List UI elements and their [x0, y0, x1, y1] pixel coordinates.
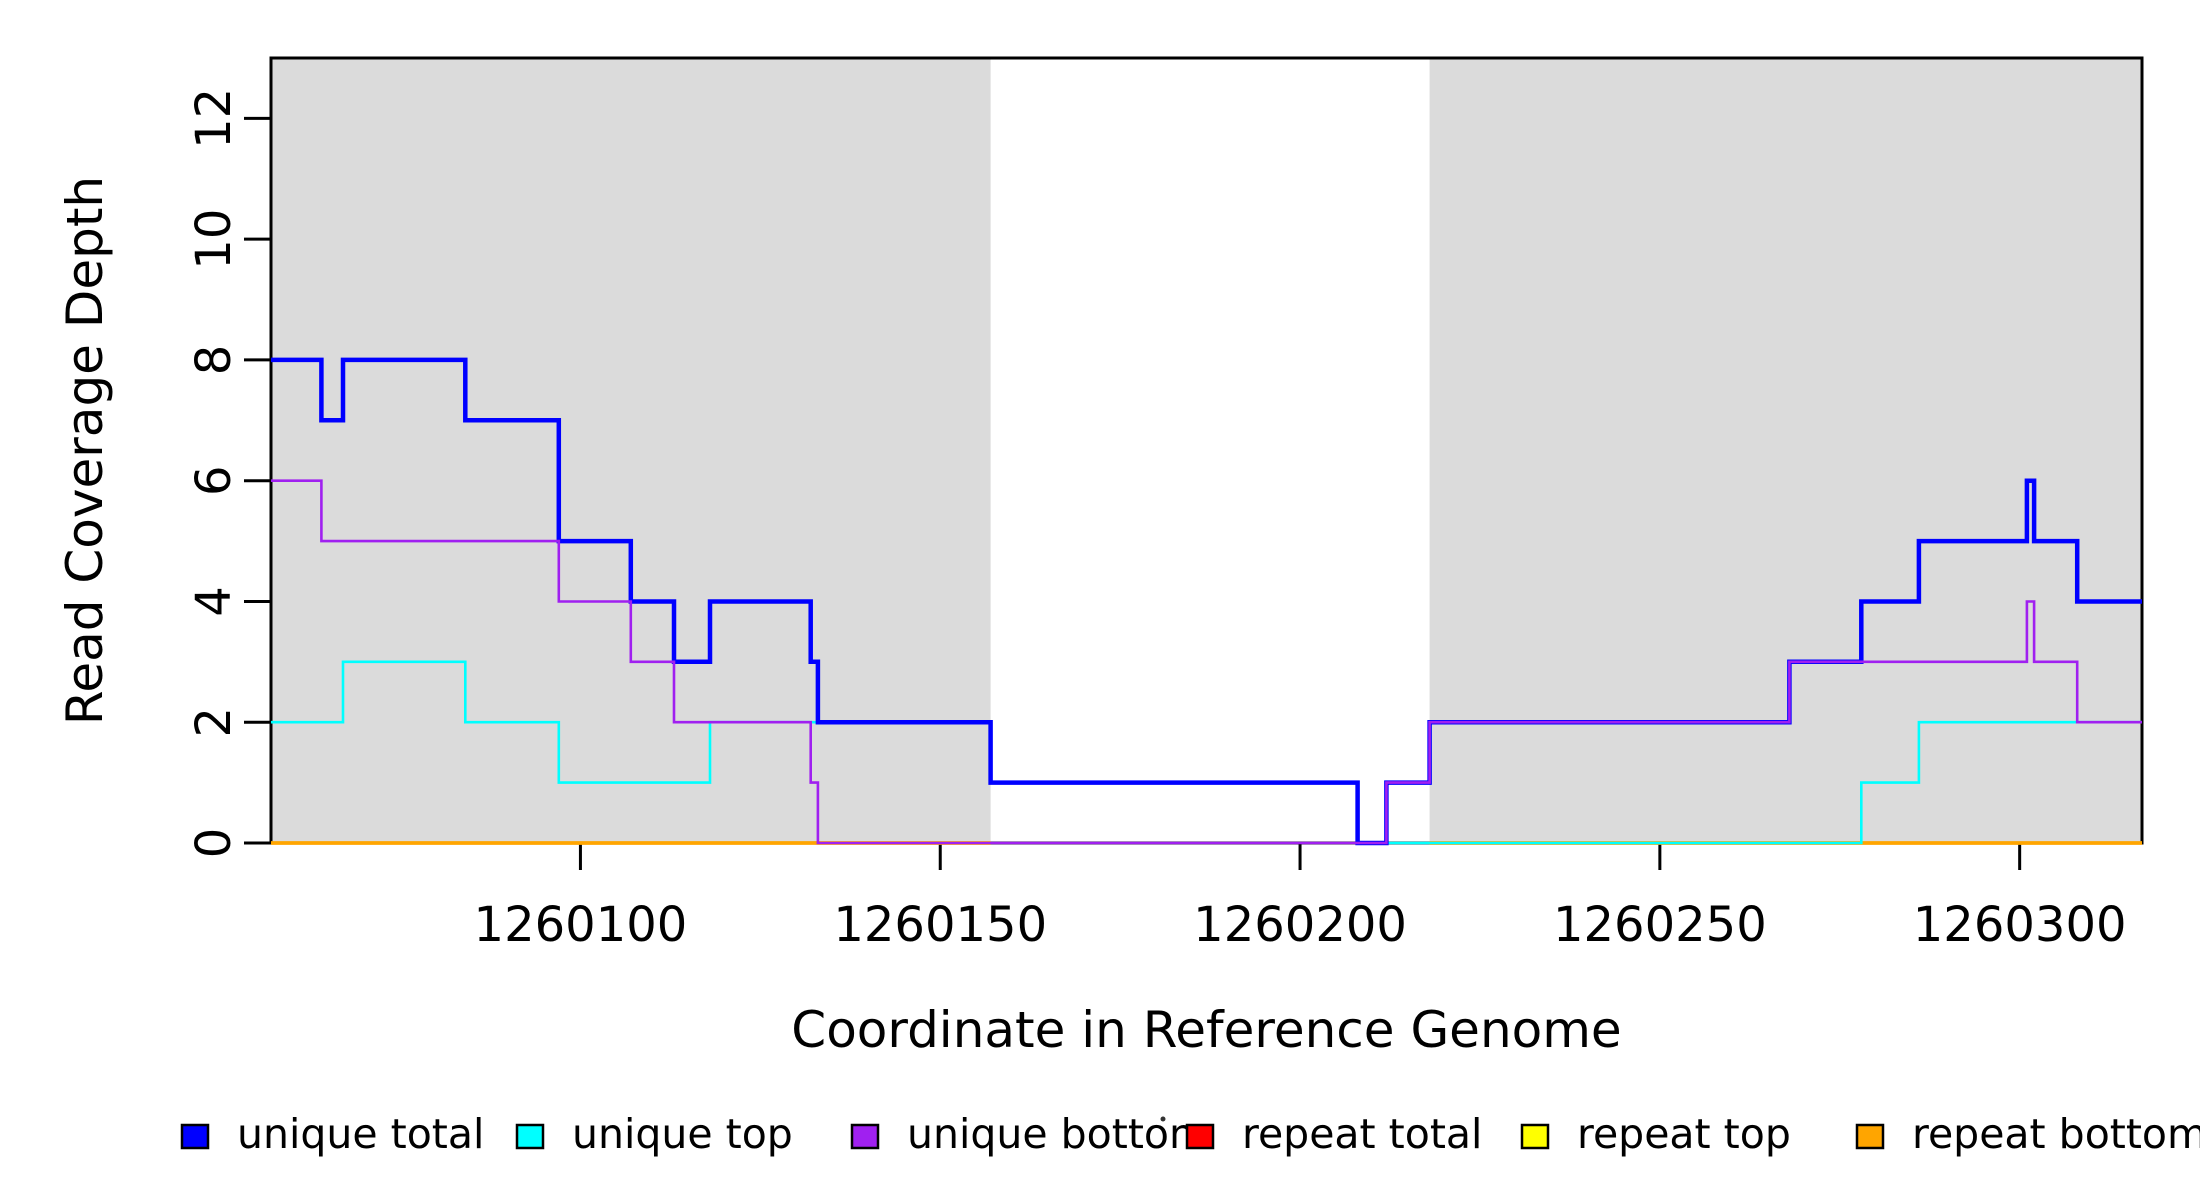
legend-label: unique top	[572, 1110, 793, 1158]
legend-label: repeat top	[1577, 1110, 1791, 1158]
legend-item-repeat-top: repeat top	[1520, 1110, 1791, 1158]
x-axis-title: Coordinate in Reference Genome	[791, 1001, 1621, 1059]
legend-label: unique bottom	[907, 1110, 1209, 1158]
legend-item-unique-top: unique top	[515, 1110, 793, 1158]
y-tick-label: 6	[186, 465, 242, 496]
x-axis: 1260100 1260150 1260200 1260250 1260300	[474, 843, 2127, 953]
y-tick-label: 4	[186, 586, 242, 617]
y-axis-title: Read Coverage Depth	[56, 176, 114, 725]
legend-stray-dot	[1160, 1116, 1166, 1122]
y-tick-label: 10	[186, 209, 242, 270]
x-tick-label: 1260200	[1193, 897, 1407, 953]
legend-label: unique total	[237, 1110, 484, 1158]
legend-item-repeat-total: repeat total	[1185, 1110, 1482, 1158]
x-tick-label: 1260300	[1913, 897, 2127, 953]
x-tick-label: 1260100	[474, 897, 688, 953]
repeat-region-shading	[271, 58, 2142, 843]
legend-swatch	[180, 1123, 210, 1150]
legend-swatch	[515, 1123, 545, 1150]
x-tick-label: 1260150	[833, 897, 1047, 953]
y-tick-label: 2	[186, 707, 242, 738]
legend-label: repeat bottom	[1912, 1110, 2200, 1158]
legend: unique total unique top unique bottom repea…	[180, 1110, 2200, 1158]
repeat-region-band	[1429, 58, 2142, 843]
series-unique-bottom	[271, 479, 2142, 845]
x-tick-label: 1260250	[1553, 897, 1767, 953]
series-line	[271, 479, 2142, 845]
y-axis: 0 2 4 6 8 10 12	[186, 88, 271, 858]
legend-label: repeat total	[1242, 1110, 1482, 1158]
repeat-region-band	[271, 58, 991, 843]
legend-swatch	[1855, 1123, 1885, 1150]
legend-item-unique-total: unique total	[180, 1110, 484, 1158]
legend-item-unique-bottom: unique bottom	[850, 1110, 1209, 1158]
series-line	[271, 357, 2142, 846]
y-tick-label: 0	[186, 828, 242, 859]
legend-item-repeat-bottom: repeat bottom	[1855, 1110, 2200, 1158]
legend-swatch	[1520, 1123, 1550, 1150]
series-unique-total	[271, 357, 2142, 846]
legend-swatch	[1185, 1123, 1215, 1150]
legend-swatch	[850, 1123, 880, 1150]
y-tick-label: 8	[186, 345, 242, 376]
y-tick-label: 12	[186, 88, 242, 149]
